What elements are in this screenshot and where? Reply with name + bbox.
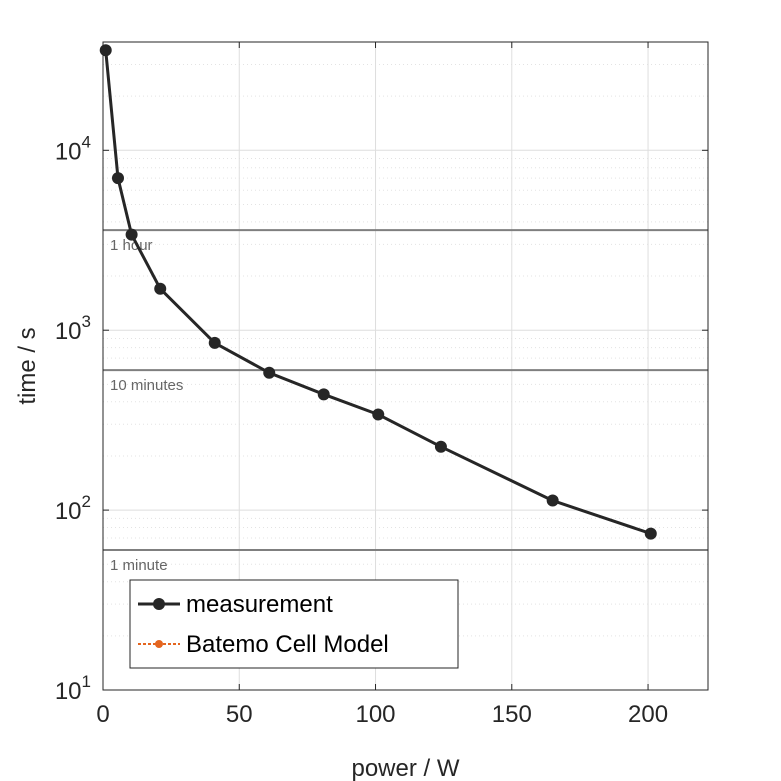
data-point: [125, 228, 138, 241]
plot-frame: [102, 41, 709, 691]
reference-line-label: 1 minute: [110, 557, 168, 574]
reference-line-label: 10 minutes: [110, 377, 183, 394]
legend-marker: [153, 598, 165, 610]
data-point: [111, 172, 124, 185]
data-point: [99, 44, 112, 57]
y-tick-label: 101: [55, 672, 91, 705]
x-tick-label: 100: [355, 701, 395, 728]
legend-marker: [155, 640, 163, 648]
x-tick-label: 150: [492, 701, 532, 728]
legend-label: measurement: [186, 591, 333, 618]
x-tick-label: 0: [96, 701, 109, 728]
y-tick-label: 103: [55, 312, 91, 345]
x-axis-label: power / W: [351, 755, 459, 781]
x-tick-label: 50: [226, 701, 253, 728]
data-point: [546, 494, 559, 507]
y-tick-labels: 101 102 103 104: [55, 132, 708, 705]
data-point: [317, 388, 330, 401]
x-tick-labels: 0 50 100 150 200: [96, 42, 668, 728]
x-tick-label: 200: [628, 701, 668, 728]
data-point: [154, 282, 167, 295]
legend-label: Batemo Cell Model: [186, 631, 389, 658]
data-point: [263, 366, 276, 379]
y-tick-label: 104: [55, 132, 91, 165]
series-layer: [99, 44, 657, 540]
data-point: [208, 336, 221, 349]
data-point: [434, 440, 447, 453]
data-point: [372, 408, 385, 421]
y-axis-label: time / s: [14, 327, 41, 404]
reference-line-label: 1 hour: [110, 237, 153, 254]
series-line: [104, 50, 652, 536]
legend: measurement Batemo Cell Model: [129, 579, 459, 669]
legend-box: [129, 579, 459, 669]
data-point: [644, 527, 657, 540]
reference-lines: 1 hour 10 minutes 1 minute: [103, 229, 708, 574]
y-tick-label: 102: [55, 492, 91, 525]
